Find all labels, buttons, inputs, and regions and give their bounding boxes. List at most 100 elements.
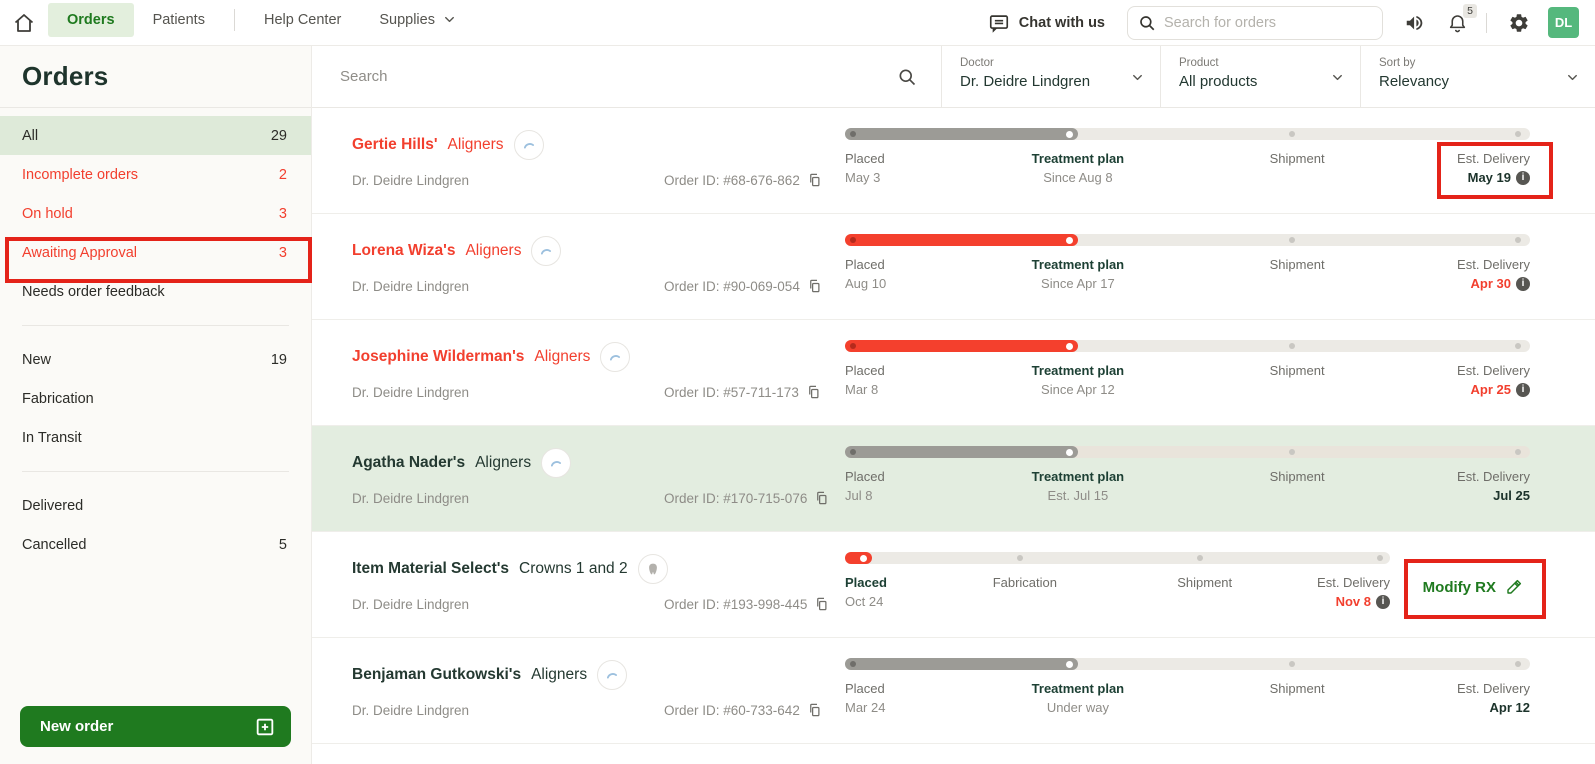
doctor-name: Dr. Deidre Lindgren: [352, 385, 470, 400]
sidebar-item-fabrication[interactable]: Fabrication: [0, 379, 311, 418]
order-id-text: Order ID: #68-676-862: [664, 172, 800, 188]
copy-icon[interactable]: [807, 278, 822, 294]
chat-label: Chat with us: [1018, 14, 1105, 31]
sidebar-item-label: In Transit: [22, 429, 82, 446]
stage-label: Shipment: [1269, 257, 1325, 272]
sidebar-item-incomplete-orders[interactable]: Incomplete orders 2: [0, 155, 311, 194]
list-search-box[interactable]: [312, 46, 941, 107]
progress-fill: [845, 658, 1078, 670]
settings-gear-icon[interactable]: [1508, 12, 1530, 34]
sidebar-item-label: Awaiting Approval: [22, 244, 138, 261]
stage-est-delivery: Est. Delivery Nov 8 i: [1317, 575, 1390, 609]
sound-icon[interactable]: [1404, 12, 1426, 34]
info-icon[interactable]: i: [1516, 276, 1530, 291]
orders-search-input[interactable]: [1164, 14, 1372, 31]
copy-icon[interactable]: [807, 702, 822, 718]
orders-search-box[interactable]: [1127, 5, 1383, 40]
stage-label: Shipment: [1269, 363, 1325, 378]
stage-label: Shipment: [1269, 151, 1325, 166]
stage-value: Mar 8: [845, 382, 885, 397]
patient-order-link[interactable]: Josephine Wilderman's Aligners: [352, 342, 631, 372]
nav-tab-patients[interactable]: Patients: [134, 3, 224, 37]
nav-tab-label: Help Center: [263, 11, 342, 28]
dropdown-label: Doctor: [960, 57, 994, 69]
sidebar-item-label: Cancelled: [22, 536, 87, 553]
stage-placed: Placed May 3: [845, 151, 885, 185]
sidebar-item-count: 5: [278, 536, 287, 553]
sidebar-item-count: 2: [278, 166, 287, 183]
progress-stage-dot: [1515, 237, 1522, 243]
order-row: Josephine Wilderman's Aligners Dr. Deidre …: [312, 320, 1595, 426]
filter-dropdown-doctor[interactable]: Doctor Dr. Deidre Lindgren: [941, 46, 1160, 107]
stage-value: May 19 i: [1457, 170, 1530, 185]
copy-icon[interactable]: [814, 490, 829, 506]
stage-est-delivery: Est. Delivery Apr 25 i: [1457, 363, 1530, 397]
sidebar-item-on-hold[interactable]: On hold 3: [0, 194, 311, 233]
patient-order-link[interactable]: Item Material Select's Crowns 1 and 2: [352, 554, 668, 584]
stage-label: Placed: [845, 257, 885, 272]
home-icon[interactable]: [12, 11, 36, 35]
notifications-bell-icon[interactable]: 5: [1447, 3, 1477, 34]
patient-order-link[interactable]: Lorena Wiza's Aligners: [352, 236, 562, 266]
order-id-text: Order ID: #90-069-054: [664, 278, 800, 294]
order-row: Agatha Nader's Aligners Dr. Deidre Lindgre…: [312, 426, 1595, 532]
sidebar-item-delivered[interactable]: Delivered: [0, 486, 311, 525]
search-icon[interactable]: [897, 67, 917, 87]
stage-label: Est. Delivery: [1457, 681, 1530, 696]
sidebar-item-count: 19: [270, 351, 287, 368]
stage-label: Fabrication: [992, 575, 1057, 590]
chat-with-us-link[interactable]: Chat with us: [988, 12, 1105, 34]
nav-tab-help-center[interactable]: Help Center: [245, 3, 360, 37]
chevron-down-icon: [1565, 70, 1580, 85]
info-icon[interactable]: i: [1376, 594, 1390, 609]
chevron-down-icon: [1130, 70, 1145, 85]
info-icon[interactable]: i: [1516, 382, 1530, 397]
stage-value-text: Aug 10: [845, 276, 887, 291]
sidebar-divider: [22, 325, 289, 326]
aligner-icon: [541, 448, 572, 478]
stage-value-text: Mar 24: [845, 700, 886, 715]
filter-dropdown-sort-by[interactable]: Sort by Relevancy: [1360, 46, 1595, 107]
patient-order-link[interactable]: Benjaman Gutkowski's Aligners: [352, 660, 628, 690]
stage-label: Est. Delivery: [1317, 575, 1390, 590]
stage-value-text: Est. Jul 15: [1047, 488, 1109, 503]
avatar[interactable]: DL: [1548, 7, 1579, 38]
copy-icon[interactable]: [814, 596, 829, 612]
stage-label: Shipment: [1269, 681, 1325, 696]
stage-fabrication: Fabrication: [993, 575, 1057, 590]
new-order-button[interactable]: New order: [20, 706, 291, 747]
page-title: Orders: [22, 61, 109, 91]
filter-dropdown-product[interactable]: Product All products: [1160, 46, 1360, 107]
sidebar-item-in-transit[interactable]: In Transit: [0, 418, 311, 457]
nav-tab-label: Orders: [67, 11, 115, 28]
copy-icon[interactable]: [806, 384, 821, 400]
stage-value-text: Since Aug 8: [1043, 170, 1113, 185]
stage-treatment-plan: Treatment plan Since Apr 17: [1032, 257, 1124, 291]
progress-current-dot: [1065, 236, 1073, 244]
modify-rx-button[interactable]: Modify RX: [1423, 578, 1523, 596]
progress-stage-dot: [1376, 555, 1383, 561]
list-search-input[interactable]: [340, 68, 887, 85]
sidebar-item-all[interactable]: All 29: [0, 116, 311, 155]
sidebar-item-awaiting-approval[interactable]: Awaiting Approval 3: [0, 233, 311, 272]
stage-value: Aug 10: [845, 276, 886, 291]
nav-tab-orders[interactable]: Orders: [48, 2, 134, 37]
progress-stage-dot: [1289, 131, 1296, 137]
nav-tab-supplies[interactable]: Supplies: [360, 3, 476, 37]
patient-order-link[interactable]: Agatha Nader's Aligners: [352, 448, 572, 478]
topbar-divider: [1486, 12, 1487, 33]
sidebar-item-needs-order-feedback[interactable]: Needs order feedback: [0, 272, 311, 311]
progress-fill: [845, 128, 1078, 140]
info-icon[interactable]: i: [1516, 170, 1530, 185]
progress-bar: [845, 340, 1530, 352]
sidebar-item-new[interactable]: New 19: [0, 340, 311, 379]
chevron-down-icon: [442, 12, 457, 27]
stage-value-text: Jul 8: [845, 488, 873, 503]
progress-stage-dot: [1515, 449, 1522, 455]
sidebar-item-cancelled[interactable]: Cancelled 5: [0, 525, 311, 564]
copy-icon[interactable]: [807, 172, 822, 188]
doctor-name: Dr. Deidre Lindgren: [352, 279, 470, 294]
order-id-text: Order ID: #170-715-076: [664, 490, 808, 506]
patient-order-link[interactable]: Gertie Hills' Aligners: [352, 130, 544, 160]
chat-icon: [988, 12, 1010, 34]
